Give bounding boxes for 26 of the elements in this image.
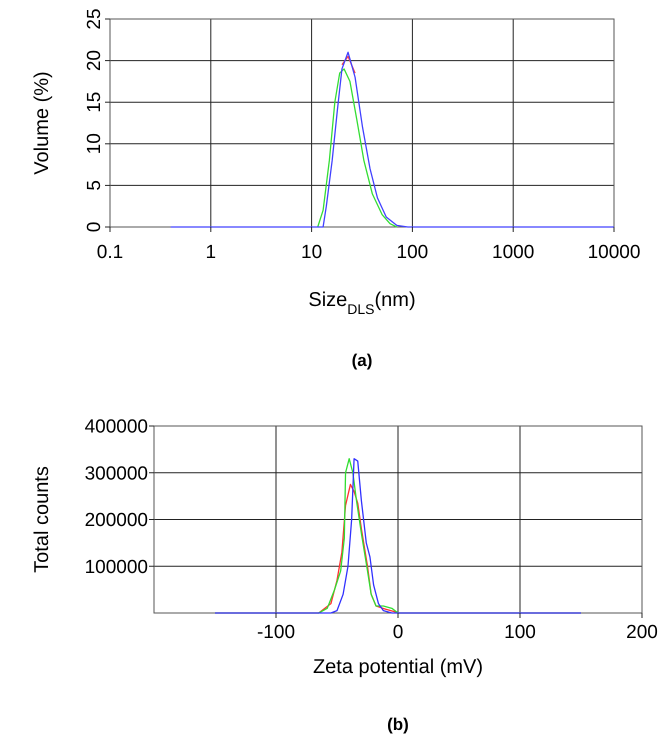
x-tick-label: 100 [504,622,536,643]
x-axis-title: Size$_{DLS}$(nm) [308,289,416,317]
y-tick-label: 5 [84,180,105,191]
y-tick-label: 0 [84,222,105,232]
x-tick-label: 1 [206,242,216,263]
text: (a) [352,351,372,370]
x-tick-label: 0.1 [96,242,124,263]
x-tick-label: 1000 [492,242,534,263]
x-tick-label: 100 [396,242,428,263]
y-tick-label: 15 [84,92,105,113]
x-axis-title: Zeta potential (mV) [312,656,484,678]
x-tick-label: -100 [256,622,296,643]
x-tick-label: 0 [392,622,404,643]
y-tick-label: 10 [84,133,105,154]
x-tick-label: 10 [301,242,322,263]
y-tick-label: 20 [84,50,105,72]
y-tick-label: 100000 [84,556,148,578]
x-tick-label: 200 [626,622,658,643]
y-axis-title: Total counts [31,466,53,573]
y-tick-label: 400000 [84,416,148,438]
text: (b) [387,715,409,734]
y-tick-label: 300000 [84,463,148,484]
y-axis-title: Volume (%) [31,71,53,175]
x-tick-label: 10000 [588,242,640,263]
y-tick-label: 25 [84,8,105,30]
y-tick-label: 200000 [84,510,148,532]
